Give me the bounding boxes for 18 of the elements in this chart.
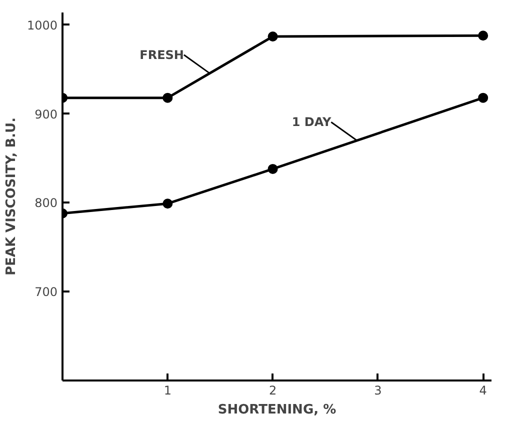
series-label: 1 DAY [292, 115, 332, 130]
point [162, 198, 173, 209]
x-tick-label: 2 [268, 384, 277, 398]
y-tick-label: 800 [34, 196, 58, 210]
point [162, 92, 173, 103]
y-tick-label: 1000 [26, 18, 58, 32]
x-tick-label: 4 [479, 384, 487, 398]
point [268, 32, 278, 42]
x-tick-label: 3 [374, 384, 382, 398]
y-tick-label: 900 [34, 107, 58, 122]
series-label: FRESH [140, 48, 184, 62]
y-axis-title: PEAK VISCOSITY, B.U. [4, 117, 19, 276]
y-tick-label: 700 [34, 285, 58, 300]
point [268, 164, 278, 174]
x-tick-label: 1 [164, 384, 172, 398]
point [478, 92, 488, 103]
x-axis-title: SHORTENING, % [218, 402, 336, 418]
point [478, 30, 488, 41]
